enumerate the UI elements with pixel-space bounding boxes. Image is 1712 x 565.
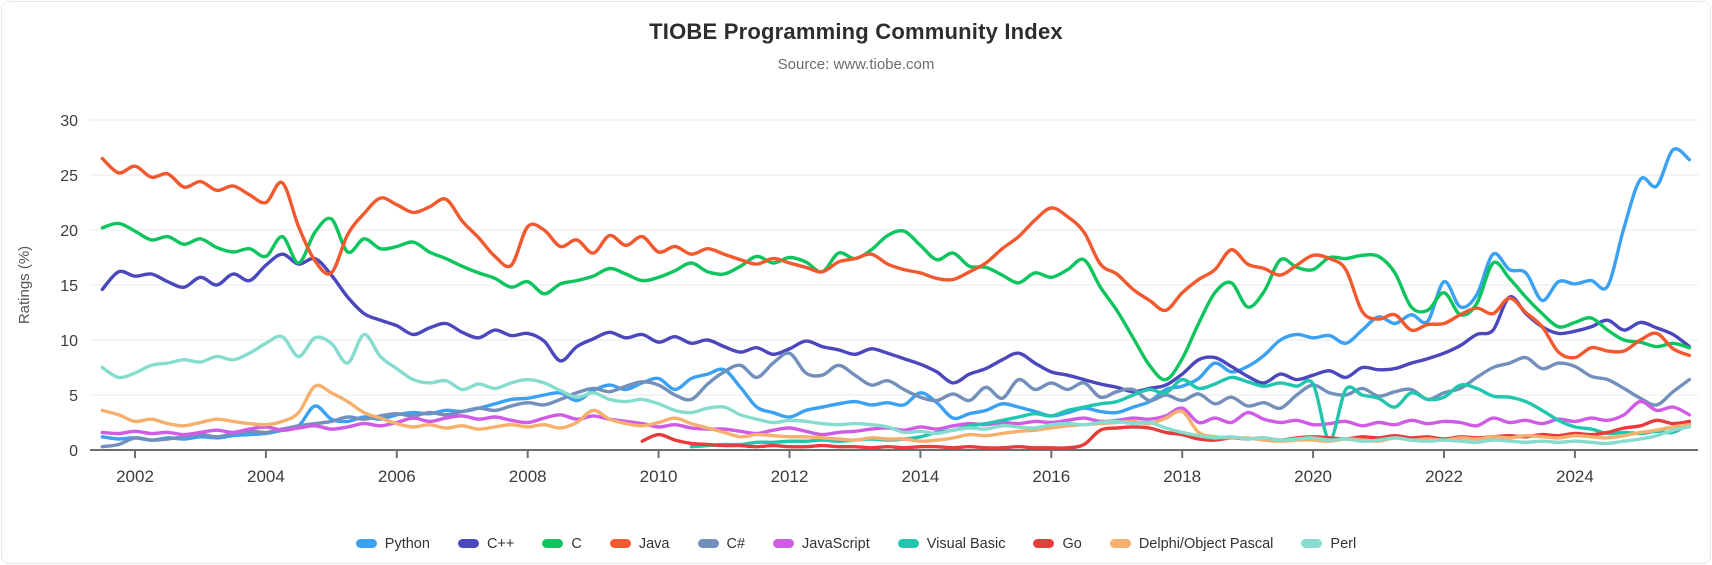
x-tick-label-2006: 2006 — [378, 467, 416, 486]
legend-swatch-go — [1033, 539, 1055, 549]
x-tick-label-2004: 2004 — [247, 467, 285, 486]
x-tick-label-2010: 2010 — [640, 467, 678, 486]
x-tick-label-2022: 2022 — [1425, 467, 1463, 486]
series-line-python[interactable] — [100, 147, 1692, 442]
y-tick-label-5: 5 — [69, 388, 78, 405]
chart-title: TIOBE Programming Community Index — [649, 19, 1063, 44]
chart-subtitle: Source: www.tiobe.com — [777, 56, 935, 73]
legend-swatch-perl — [1301, 539, 1323, 549]
y-tick-label-10: 10 — [60, 333, 78, 350]
legend-item-delphi-object-pascal[interactable]: Delphi/Object Pascal — [1109, 535, 1274, 552]
legend-item-c-[interactable]: C# — [697, 535, 746, 552]
plot-area: 2002 2004 2006 2008 2010 2012 2014 2016 2018 2020… — [2, 90, 1710, 492]
series-line-delphi-object-pascal[interactable] — [100, 383, 1692, 443]
series-line-c-[interactable] — [100, 252, 1692, 394]
legend-swatch-c- — [457, 539, 479, 549]
legend-swatch-java — [609, 539, 631, 549]
legend-item-c[interactable]: C — [542, 535, 582, 552]
y-axis-label: Ratings (%) — [16, 246, 33, 324]
legend-item-go[interactable]: Go — [1033, 535, 1082, 552]
legend-label-visual-basic: Visual Basic — [926, 535, 1006, 552]
legend-label-c-: C# — [726, 535, 746, 552]
series-line-go[interactable] — [640, 418, 1692, 450]
series-line-perl[interactable] — [100, 332, 1692, 446]
y-tick-label-15: 15 — [60, 278, 78, 295]
y-tick-label-0: 0 — [69, 443, 78, 460]
legend-label-python: Python — [384, 535, 430, 552]
legend-swatch-visual-basic — [897, 539, 919, 549]
legend-swatch-python — [355, 539, 377, 549]
x-tick-label-2020: 2020 — [1294, 467, 1332, 486]
legend-item-perl[interactable]: Perl — [1301, 535, 1357, 552]
y-tick-label-30: 30 — [60, 113, 78, 130]
legend-label-go: Go — [1062, 535, 1082, 552]
x-tick-label-2002: 2002 — [116, 467, 154, 486]
legend-label-delphi-object-pascal: Delphi/Object Pascal — [1138, 535, 1274, 552]
legend-swatch-c — [542, 539, 564, 549]
y-tick-label-25: 25 — [60, 168, 78, 185]
legend-item-c-[interactable]: C++ — [457, 535, 515, 552]
x-tick-label-2024: 2024 — [1556, 467, 1594, 486]
x-tick-label-2014: 2014 — [901, 467, 939, 486]
series-line-c[interactable] — [100, 216, 1692, 382]
series-line-c-[interactable] — [100, 351, 1692, 449]
y-tick-label-20: 20 — [60, 223, 78, 240]
legend-label-javascript: JavaScript — [802, 535, 870, 552]
plot-svg: 2002 2004 2006 2008 2010 2012 2014 2016 2018 2020… — [16, 113, 1698, 486]
chart-header: TIOBE Programming Community Index Source… — [2, 2, 1710, 73]
x-tick-label-2012: 2012 — [771, 467, 809, 486]
legend: Python C++ C Java C# JavaScript Visual Basic Go… — [2, 535, 1710, 552]
legend-label-perl: Perl — [1330, 535, 1357, 552]
x-tick-label-2016: 2016 — [1032, 467, 1070, 486]
x-tick-label-2018: 2018 — [1163, 467, 1201, 486]
legend-item-javascript[interactable]: JavaScript — [773, 535, 870, 552]
legend-swatch-javascript — [773, 539, 795, 549]
legend-swatch-c- — [697, 539, 719, 549]
x-tick-label-2008: 2008 — [509, 467, 547, 486]
series-line-java[interactable] — [100, 156, 1692, 360]
legend-item-python[interactable]: Python — [355, 535, 430, 552]
legend-label-c: C — [571, 535, 582, 552]
legend-label-c-: C++ — [486, 535, 515, 552]
legend-item-visual-basic[interactable]: Visual Basic — [897, 535, 1006, 552]
legend-swatch-delphi-object-pascal — [1109, 539, 1131, 549]
legend-item-java[interactable]: Java — [609, 535, 670, 552]
legend-label-java: Java — [638, 535, 670, 552]
